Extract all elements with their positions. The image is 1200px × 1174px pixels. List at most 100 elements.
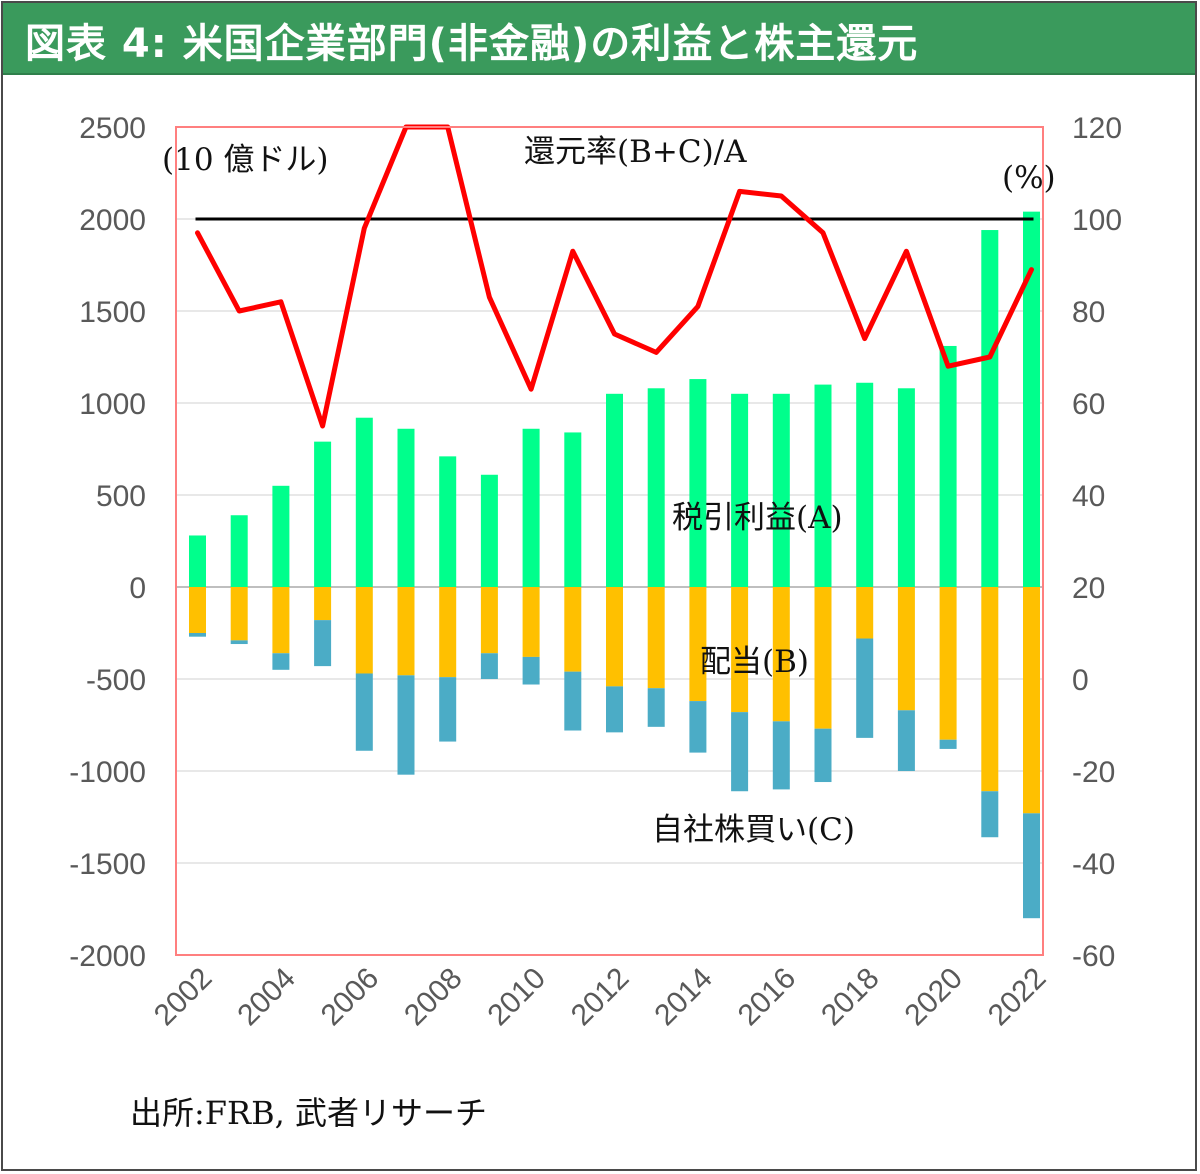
left-tick-label: 2000: [79, 204, 146, 237]
dividend-series-label: 配当(B): [700, 644, 809, 680]
profit-bar: [272, 485, 290, 587]
left-tick-label: 500: [96, 480, 146, 513]
x-tick-label: 2004: [231, 962, 302, 1033]
buyback-bar: [981, 791, 999, 838]
plot-area-border: [175, 126, 1044, 956]
right-tick-label: -40: [1072, 848, 1115, 881]
left-tick-label: 2500: [79, 112, 146, 145]
dividend-bar: [606, 587, 623, 687]
dividend-bar: [189, 587, 206, 633]
buyback-bar: [480, 653, 498, 679]
right-tick-label: 20: [1072, 572, 1105, 605]
profit-bar: [564, 432, 582, 587]
source-note: 出所:FRB, 武者リサーチ: [130, 1094, 487, 1132]
profit-bar: [689, 379, 707, 587]
buyback-bar: [1023, 813, 1040, 919]
buyback-bar: [522, 656, 540, 685]
axes: 25002000150010005000-500-1000-1500-20001…: [69, 112, 1122, 1032]
lines: [195, 124, 1034, 429]
dividend-bar: [772, 587, 790, 722]
profit-bar: [856, 382, 874, 587]
profit-bar: [230, 515, 248, 587]
profit-bar: [1023, 211, 1040, 587]
buyback-bar: [772, 721, 790, 790]
dividend-bar: [397, 587, 415, 676]
x-tick-label: 2018: [815, 962, 886, 1033]
dividend-bar: [480, 587, 498, 654]
profit-bar: [772, 393, 790, 587]
profit-bar: [981, 230, 999, 588]
x-tick-label: 2016: [732, 962, 803, 1033]
left-tick-label: -1000: [69, 756, 146, 789]
dividend-bar: [1023, 587, 1040, 814]
profit-bar: [314, 441, 332, 587]
dividend-bar: [689, 587, 707, 702]
buyback-series-label: 自社株買い(C): [652, 812, 855, 848]
profit-bar: [189, 535, 206, 587]
profit-bar: [897, 388, 915, 587]
buyback-bar: [814, 728, 832, 783]
dividend-bar: [981, 587, 999, 792]
right-axis-unit: (%): [1002, 160, 1056, 196]
dividend-bar: [355, 587, 373, 674]
right-tick-label: -60: [1072, 940, 1115, 973]
dividend-bar: [439, 587, 457, 678]
buyback-bar: [189, 633, 206, 637]
dividend-bar: [814, 587, 832, 729]
x-tick-label: 2020: [899, 962, 970, 1033]
x-tick-label: 2014: [648, 962, 719, 1033]
profit-bar: [731, 393, 749, 587]
dividend-bar: [314, 587, 332, 621]
profit-bar: [939, 345, 957, 587]
dividend-bar: [897, 587, 915, 711]
profit-bar: [355, 417, 373, 587]
left-tick-label: 0: [129, 572, 146, 605]
profit-bar: [397, 428, 415, 587]
buyback-bar: [897, 710, 915, 771]
profit-bar: [480, 474, 498, 587]
buyback-bar: [314, 620, 332, 667]
buyback-bar: [230, 640, 248, 645]
buyback-bar: [564, 671, 582, 731]
dividend-bar: [731, 587, 749, 713]
buyback-bar: [939, 739, 957, 749]
x-tick-label: 2022: [982, 962, 1053, 1033]
dividend-bar: [647, 587, 665, 689]
left-tick-label: -500: [86, 664, 146, 697]
right-tick-label: 40: [1072, 480, 1105, 513]
buyback-bar: [272, 653, 290, 670]
profit-bar: [439, 456, 457, 587]
buyback-bar: [439, 677, 457, 742]
ratio-line-label: 還元率(B+C)/A: [524, 134, 747, 170]
buyback-bar: [606, 686, 623, 733]
dividend-bar: [230, 587, 248, 641]
right-tick-label: -20: [1072, 756, 1115, 789]
profit-bar: [606, 393, 623, 587]
buyback-bar: [647, 688, 665, 727]
dividend-bar: [856, 587, 874, 639]
return-ratio-line: [195, 124, 1034, 429]
profit-bar: [647, 388, 665, 587]
x-tick-label: 2002: [148, 962, 219, 1033]
buyback-bar: [397, 675, 415, 775]
left-tick-label: 1500: [79, 296, 146, 329]
buyback-bar: [731, 712, 749, 792]
left-tick-label: -1500: [69, 848, 146, 881]
right-tick-label: 60: [1072, 388, 1105, 421]
x-tick-label: 2012: [565, 962, 636, 1033]
x-tick-label: 2006: [315, 962, 386, 1033]
buyback-bar: [856, 638, 874, 738]
profit-bar: [814, 384, 832, 587]
dividend-bar: [522, 587, 540, 657]
right-tick-label: 120: [1072, 112, 1122, 145]
dividend-bar: [272, 587, 290, 654]
right-tick-label: 80: [1072, 296, 1105, 329]
left-tick-label: -2000: [69, 940, 146, 973]
dividend-bar: [939, 587, 957, 740]
title-bar: 図表 4: 米国企業部門(非金融)の利益と株主還元: [3, 3, 1195, 75]
left-axis-unit: (10 億ドル): [162, 142, 329, 178]
bars: [189, 211, 1040, 919]
dividend-bar: [564, 587, 582, 672]
